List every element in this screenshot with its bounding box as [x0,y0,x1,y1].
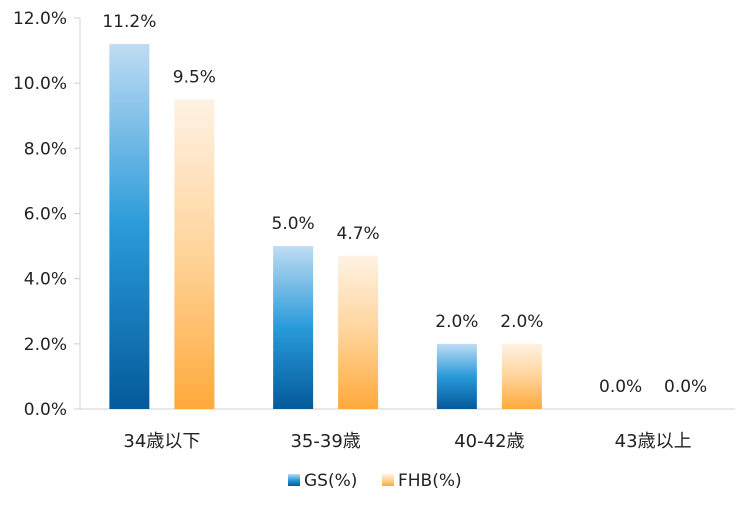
data-label-gs-3: 0.0% [599,377,642,397]
category-label-2: 40-42歳 [454,431,524,452]
bar-gs-0 [109,44,150,410]
bars-group: 11.2% 9.5% 5.0% 4.7% 2.0% 2.0% 0.0% 0.0% [102,12,707,410]
legend-label-fhb: FHB(%) [398,471,462,491]
y-axis-ticks: 0.0% 2.0% 4.0% 6.0% 8.0% 10.0% 12.0% [13,9,80,420]
y-tick-label: 0.0% [24,400,67,420]
bar-fhb-1 [338,255,379,409]
legend: GS(%) FHB(%) [288,471,462,491]
category-label-1: 35-39歳 [290,431,360,452]
category-labels: 34歳以下 35-39歳 40-42歳 43歳以上 [123,431,691,452]
y-tick-label: 12.0% [13,9,67,29]
data-label-fhb-3: 0.0% [664,377,707,397]
legend-swatch-gs [288,474,300,486]
data-label-gs-2: 2.0% [435,312,478,332]
legend-label-gs: GS(%) [304,471,357,491]
y-tick-label: 6.0% [24,205,67,225]
data-label-gs-0: 11.2% [102,12,156,32]
y-tick-label: 10.0% [13,74,67,94]
bar-fhb-0 [174,99,215,409]
y-tick-label: 4.0% [24,270,67,290]
bar-gs-2 [436,343,477,409]
data-label-fhb-1: 4.7% [337,224,380,244]
legend-swatch-fhb [382,474,394,486]
y-tick-label: 2.0% [24,335,67,355]
category-label-3: 43歳以上 [615,431,692,452]
bar-fhb-2 [501,343,542,409]
bar-gs-1 [273,246,314,409]
data-label-gs-1: 5.0% [272,214,315,234]
data-label-fhb-2: 2.0% [500,312,543,332]
data-label-fhb-0: 9.5% [173,67,216,87]
category-label-0: 34歳以下 [123,431,200,452]
y-tick-label: 8.0% [24,139,67,159]
